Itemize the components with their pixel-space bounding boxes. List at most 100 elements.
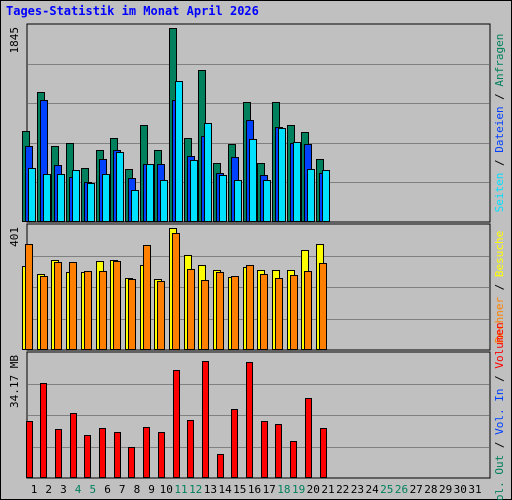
top-bar-seiten — [72, 170, 80, 222]
bottom-bar-volumen — [202, 361, 209, 478]
x-tick-label: 6 — [104, 483, 111, 496]
bottom-bar-volumen — [275, 424, 282, 478]
bottom-panel: 34.17 MB Vol. Out / Vol. In / Volumen — [8, 322, 506, 500]
legend-item-rechner: Rechner — [493, 297, 506, 344]
middle-bar-rechner — [216, 272, 224, 350]
x-tick-label: 27 — [410, 483, 423, 496]
middle-bar-rechner — [40, 276, 48, 350]
legend-item-seiten: Seiten — [493, 173, 506, 213]
legend-item-besuche: Besuche — [493, 231, 506, 277]
middle-panel: 401 Rechner / Besuche — [8, 223, 506, 351]
x-tick-label: 10 — [160, 483, 173, 496]
top-bar-seiten — [278, 128, 286, 222]
x-tick-label: 25 — [380, 483, 393, 496]
x-tick-label: 22 — [336, 483, 349, 496]
middle-bar-rechner — [319, 263, 327, 350]
x-tick-label: 23 — [351, 483, 364, 496]
middle-bar-rechner — [99, 271, 107, 350]
bottom-bar-volumen — [246, 362, 253, 478]
middle-bar-rechner — [128, 279, 136, 350]
bottom-bar-volumen — [128, 447, 135, 478]
x-tick-label: 12 — [189, 483, 202, 496]
bottom-bar-volumen — [55, 429, 62, 478]
x-tick-label: 21 — [321, 483, 334, 496]
middle-bar-rechner — [113, 261, 121, 350]
bottom-bar-volumen — [84, 435, 91, 478]
x-tick-label: 14 — [218, 483, 232, 496]
middle-bar-rechner — [54, 262, 62, 350]
middle-bar-rechner — [275, 278, 283, 350]
x-tick-label: 29 — [439, 483, 452, 496]
top-ymax-label: 1845 — [8, 27, 21, 54]
middle-bar-rechner — [25, 244, 33, 350]
top-bar-seiten — [116, 152, 124, 222]
x-tick-label: 20 — [307, 483, 320, 496]
top-bar-seiten — [175, 81, 183, 222]
middle-bar-rechner — [69, 262, 77, 350]
legend-separator: / — [493, 277, 506, 297]
top-bar-seiten — [102, 174, 110, 222]
x-tick-label: 17 — [263, 483, 276, 496]
middle-bar-rechner — [157, 281, 165, 350]
bottom-bar-volumen — [40, 383, 47, 478]
bottom-bar-volumen — [290, 441, 297, 478]
top-bar-seiten — [146, 164, 154, 222]
x-tick-label: 4 — [75, 483, 82, 496]
top-bar-seiten — [43, 174, 51, 222]
middle-bar-rechner — [260, 274, 268, 350]
top-bar-seiten — [322, 170, 330, 222]
x-tick-label: 31 — [468, 483, 481, 496]
middle-bar-rechner — [231, 276, 239, 350]
bottom-bar-volumen — [158, 432, 165, 478]
bottom-bar-volumen — [26, 421, 33, 478]
legend-item-volumen: Volumen — [493, 322, 506, 368]
middle-bar-rechner — [201, 280, 209, 350]
top-bar-seiten — [87, 183, 95, 222]
bottom-bar-volumen — [70, 413, 77, 478]
x-tick-label: 24 — [365, 483, 379, 496]
x-tick-label: 28 — [424, 483, 437, 496]
bottom-bar-volumen — [261, 421, 268, 478]
x-tick-label: 5 — [89, 483, 96, 496]
top-bar-seiten — [28, 168, 36, 222]
top-bar-seiten — [160, 180, 168, 222]
x-tick-label: 2 — [45, 483, 52, 496]
top-bar-seiten — [204, 123, 212, 222]
x-tick-label: 26 — [395, 483, 408, 496]
middle-bar-rechner — [304, 271, 312, 350]
legend-item-dateien: Dateien — [493, 106, 506, 152]
middle-bar-rechner — [187, 269, 195, 350]
x-tick-label: 13 — [204, 483, 217, 496]
x-tick-label: 11 — [174, 483, 187, 496]
bottom-bar-volumen — [217, 454, 224, 478]
top-panel: 1845 Seiten / Dateien / Anfragen — [8, 23, 506, 223]
legend-separator: / — [493, 435, 506, 455]
x-tick-label: 16 — [248, 483, 261, 496]
top-bar-seiten — [219, 175, 227, 222]
top-bar-seiten — [131, 190, 139, 222]
bottom-bar-volumen — [114, 432, 121, 478]
middle-bar-rechner — [143, 245, 151, 350]
bottom-legend: Vol. Out / Vol. In / Volumen — [493, 322, 506, 500]
bottom-ymax-label: 34.17 MB — [8, 355, 21, 408]
x-tick-label: 8 — [134, 483, 141, 496]
bottom-bar-volumen — [143, 427, 150, 478]
x-tick-label: 15 — [233, 483, 246, 496]
bottom-bar-volumen — [320, 428, 327, 478]
bottom-bar-volumen — [231, 409, 238, 478]
x-tick-label: 30 — [454, 483, 467, 496]
bottom-bar-volumen — [173, 370, 180, 478]
legend-item-vol-in: Vol. In — [493, 389, 506, 435]
x-tick-label: 7 — [119, 483, 126, 496]
x-tick-label: 9 — [148, 483, 155, 496]
top-bar-seiten — [307, 169, 315, 222]
x-tick-label: 19 — [292, 483, 305, 496]
middle-ymax-label: 401 — [8, 227, 21, 247]
top-bar-seiten — [293, 142, 301, 222]
legend-item-vol-out: Vol. Out — [493, 455, 506, 500]
top-bar-seiten — [57, 174, 65, 222]
bottom-bar-volumen — [99, 428, 106, 478]
top-bar-seiten — [190, 160, 198, 222]
middle-bar-rechner — [290, 275, 298, 350]
